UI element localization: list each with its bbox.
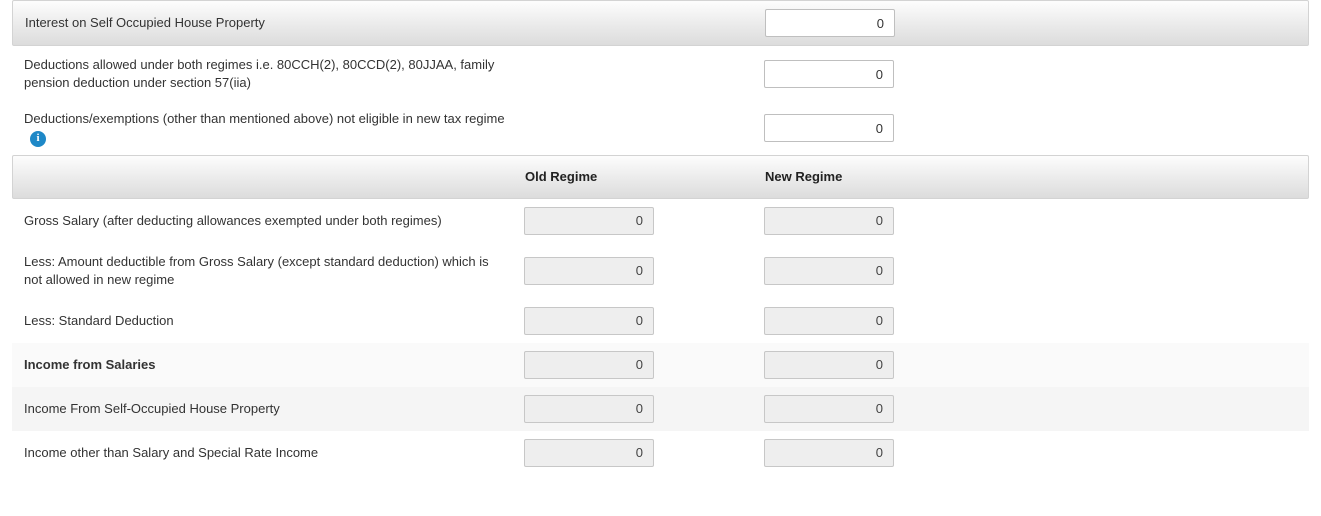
header-old-regime: Old Regime [525, 169, 765, 184]
old-income-sop [524, 395, 654, 423]
row-income-other: Income other than Salary and Special Rat… [12, 431, 1309, 475]
label-less-deductible: Less: Amount deductible from Gross Salar… [24, 253, 524, 289]
row-deductions-both: Deductions allowed under both regimes i.… [12, 46, 1309, 102]
old-income-other [524, 439, 654, 467]
new-income-other [764, 439, 894, 467]
label-deductions-not-new: Deductions/exemptions (other than mentio… [24, 110, 524, 147]
label-income-salaries: Income from Salaries [24, 356, 524, 374]
new-income-sop [764, 395, 894, 423]
row-regime-headers: Old Regime New Regime [12, 155, 1309, 199]
new-less-deductible [764, 257, 894, 285]
label-gross-salary: Gross Salary (after deducting allowances… [24, 212, 524, 230]
label-deductions-not-new-text: Deductions/exemptions (other than mentio… [24, 111, 505, 126]
label-interest-sop: Interest on Self Occupied House Property [25, 14, 525, 32]
input-deductions-both[interactable] [764, 60, 894, 88]
label-income-other: Income other than Salary and Special Rat… [24, 444, 524, 462]
label-deductions-both: Deductions allowed under both regimes i.… [24, 56, 524, 92]
row-less-deductible: Less: Amount deductible from Gross Salar… [12, 243, 1309, 299]
input-deductions-not-new[interactable] [764, 114, 894, 142]
new-gross-salary [764, 207, 894, 235]
label-income-sop: Income From Self-Occupied House Property [24, 400, 524, 418]
new-income-salaries [764, 351, 894, 379]
old-income-salaries [524, 351, 654, 379]
label-less-std: Less: Standard Deduction [24, 312, 524, 330]
new-less-std [764, 307, 894, 335]
row-income-sop: Income From Self-Occupied House Property [12, 387, 1309, 431]
header-new-regime: New Regime [765, 169, 1005, 184]
input-interest-sop[interactable] [765, 9, 895, 37]
row-gross-salary: Gross Salary (after deducting allowances… [12, 199, 1309, 243]
old-less-deductible [524, 257, 654, 285]
row-interest-sop: Interest on Self Occupied House Property [12, 0, 1309, 46]
old-less-std [524, 307, 654, 335]
tax-form-section: Interest on Self Occupied House Property… [0, 0, 1321, 475]
old-gross-salary [524, 207, 654, 235]
row-deductions-not-new: Deductions/exemptions (other than mentio… [12, 102, 1309, 155]
info-icon[interactable]: i [30, 131, 46, 147]
row-less-std: Less: Standard Deduction [12, 299, 1309, 343]
row-income-salaries: Income from Salaries [12, 343, 1309, 387]
